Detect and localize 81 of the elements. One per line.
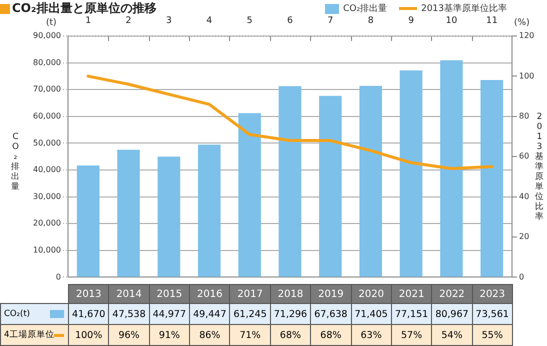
data-label: 57% xyxy=(390,324,432,346)
data-label: 68% xyxy=(310,324,352,346)
data-label: 54% xyxy=(431,324,473,346)
text: CO₂(t) xyxy=(4,309,30,319)
y2-tick-label: 80 xyxy=(519,111,530,120)
data-label: 80,967 xyxy=(431,303,473,325)
y-tick-label: 60,000 xyxy=(33,111,61,120)
data-label: 61,245 xyxy=(229,303,271,325)
y-tick-label: 20,000 xyxy=(33,218,61,228)
y-axis-title: CO₂排出量 xyxy=(10,132,21,192)
x2-tick-label: 8 xyxy=(368,16,374,26)
x-tick-label: 2013 xyxy=(68,284,110,304)
y2-tick-label: 20 xyxy=(519,232,530,242)
legend-label: CO₂排出量 xyxy=(343,2,388,15)
x2-tick-label: 11 xyxy=(486,16,498,26)
y-tick-label: 0 xyxy=(56,272,61,282)
data-label: 71,296 xyxy=(270,303,312,325)
data-label: 91% xyxy=(148,324,190,346)
x2-tick-label: 10 xyxy=(446,16,458,26)
data-label: 67,638 xyxy=(310,303,352,325)
x-tick-label: 2019 xyxy=(310,284,352,304)
y2-tick-label: 100 xyxy=(519,71,534,80)
y2-tick-label: 120 xyxy=(519,31,534,40)
x2-tick-label: 9 xyxy=(408,16,414,26)
x2-tick-label: 3 xyxy=(166,16,172,26)
y-tick-label: 40,000 xyxy=(33,165,61,174)
text: 4工場原単位 xyxy=(4,329,54,341)
x2-tick-label: 5 xyxy=(246,16,253,26)
data-label: 96% xyxy=(108,324,150,346)
data-label: 68% xyxy=(270,324,312,346)
data-label: 41,670 xyxy=(68,303,110,325)
bar xyxy=(480,80,504,277)
data-label: 55% xyxy=(472,324,513,346)
y2-tick-label: 60 xyxy=(519,152,530,161)
x-tick-label: 2022 xyxy=(431,284,473,304)
y-tick-label: 50,000 xyxy=(33,138,61,148)
bar xyxy=(359,86,382,277)
data-label: 44,977 xyxy=(148,303,190,325)
y2-tick-label: 40 xyxy=(519,192,530,201)
x2-tick-label: 1 xyxy=(85,16,92,26)
legend-label: 2013基準原単位比率 xyxy=(421,2,507,15)
bar xyxy=(198,144,221,277)
y-tick-label: 10,000 xyxy=(33,245,61,254)
x2-tick-label: 6 xyxy=(287,16,294,26)
y-tick-label: 30,000 xyxy=(33,192,61,201)
chart-title: CO₂排出量と原単位の推移 xyxy=(12,0,156,16)
text: (%) xyxy=(514,18,530,28)
data-label: 47,538 xyxy=(108,303,150,325)
data-label: 49,447 xyxy=(189,303,230,325)
data-label: 73,561 xyxy=(472,303,513,325)
bar xyxy=(400,70,422,277)
x-tick-label: 2018 xyxy=(270,284,312,304)
x2-tick-label: 4 xyxy=(206,16,212,26)
x-tick-label: 2016 xyxy=(189,284,230,304)
text: (t) xyxy=(46,18,57,28)
data-label: 63% xyxy=(350,324,392,346)
x-tick-label: 2021 xyxy=(390,284,432,304)
x2-tick-label: 2 xyxy=(126,16,132,26)
bar xyxy=(319,96,342,277)
y2-tick-label: 0 xyxy=(519,272,524,282)
x-tick-label: 2014 xyxy=(108,284,150,304)
bar xyxy=(278,86,302,277)
text: 2013基準原単位比率 xyxy=(535,112,544,222)
x-tick-label: 2015 xyxy=(148,284,190,304)
y-tick-label: 70,000 xyxy=(33,84,61,94)
x-tick-label: 2017 xyxy=(229,284,271,304)
y-tick-label: 90,000 xyxy=(33,31,61,40)
bar xyxy=(238,113,261,277)
data-label: 71,405 xyxy=(350,303,392,325)
data-label: 100% xyxy=(68,324,110,346)
x-tick-label: 2023 xyxy=(472,284,513,304)
x-tick-label: 2020 xyxy=(350,284,392,304)
data-label: 86% xyxy=(189,324,230,346)
y-tick-label: 80,000 xyxy=(33,58,61,67)
x2-tick-label: 7 xyxy=(327,16,334,26)
data-label: 71% xyxy=(229,324,271,346)
bar xyxy=(117,150,140,277)
bar xyxy=(76,166,100,277)
data-label: 77,151 xyxy=(390,303,432,325)
bar xyxy=(440,60,463,277)
bar xyxy=(158,156,180,277)
